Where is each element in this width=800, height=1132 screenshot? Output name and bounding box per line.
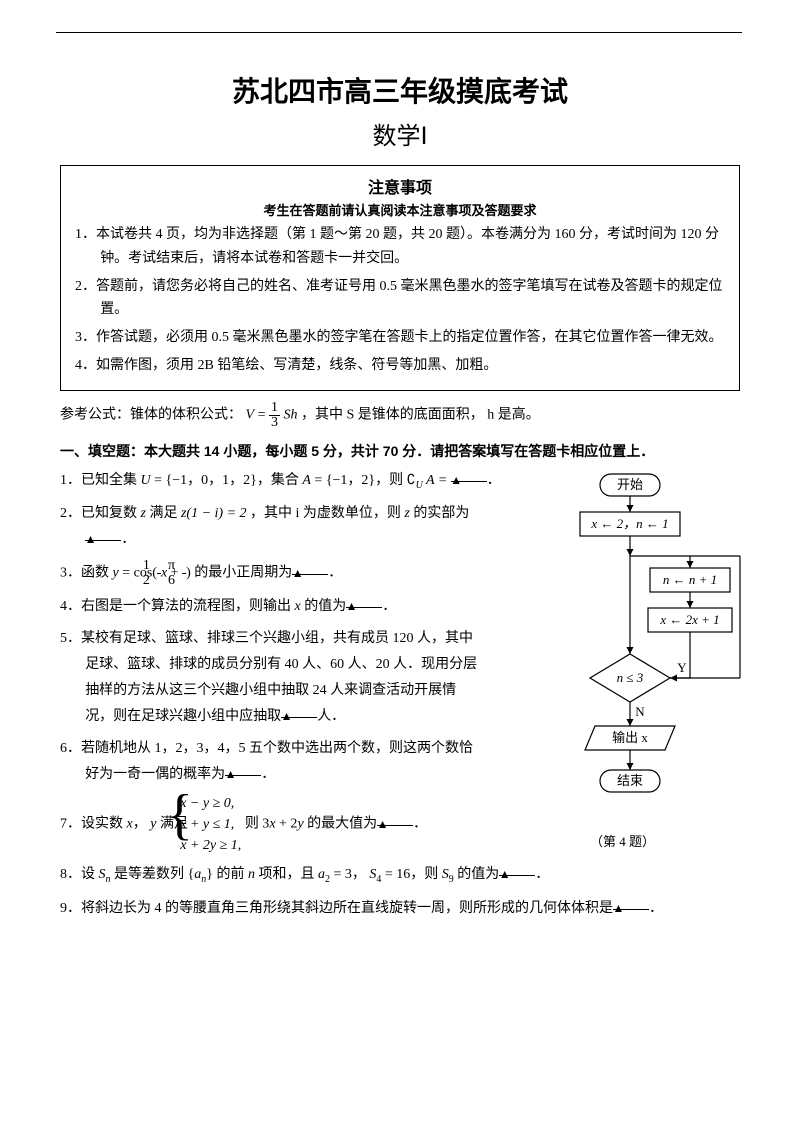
q6-blank: [225, 762, 261, 776]
fc-cond: n ≤ 3: [617, 670, 644, 685]
q4-blank: [346, 594, 382, 608]
flowchart-svg: 开始 x ← 2，n ← 1 n ← n + 1 x ← 2x + 1: [540, 468, 750, 838]
q8-g: 的值为: [454, 867, 500, 882]
q7-blank: [377, 812, 413, 826]
q1-e: ．: [487, 473, 501, 488]
brace-icon: {: [191, 787, 193, 843]
q2-b: 满足: [146, 506, 181, 521]
fc-init: x ← 2，n ← 1: [590, 516, 668, 531]
title-main: 苏北四市高三年级摸底考试: [60, 70, 740, 110]
q3: 3．函数 y = cos(12x + π6) 的最小正周期为．: [60, 559, 480, 588]
content-wrap: 1．已知全集 U = {−1，0，1，2}，集合 A = {−1，2}，则 ∁U…: [60, 468, 740, 922]
q2-c: z(1 − i) = 2: [181, 506, 247, 521]
q4: 4．右图是一个算法的流程图，则输出 x 的值为 ．: [60, 594, 480, 620]
q2-d: ，其中 i 为虚数单位，则: [247, 506, 405, 521]
q3-b: = cos(: [119, 566, 157, 581]
q8-e: = 3，: [330, 867, 369, 882]
fc-start: 开始: [617, 477, 643, 492]
q5: 5．某校有足球、篮球、排球三个兴趣小组，共有成员 120 人，其中足球、篮球、排…: [60, 626, 480, 730]
q4-c: ．: [382, 599, 396, 614]
frac-den: 3: [269, 416, 280, 430]
notice-item-3: 3．作答试题，必须用 0.5 毫米黑色墨水的签字笔在答题卡上的指定位置作答，在其…: [75, 326, 725, 350]
q7-system: { x − y ≥ 0, x + y ≤ 1, x + 2y ≥ 1,: [191, 793, 241, 856]
notice-item-4: 4．如需作图，须用 2B 铅笔绘、写清楚，线条、符号等加黑、加粗。: [75, 354, 725, 378]
q8-c: } 的前: [206, 867, 248, 882]
title-sub: 数学Ⅰ: [60, 116, 740, 151]
q7-d: 则 3: [245, 817, 270, 832]
q1-U: U: [141, 473, 151, 488]
formula-frac: 1 3: [269, 401, 280, 430]
q8-h: ．: [535, 867, 549, 882]
formula-Sh: Sh: [283, 408, 297, 423]
q1-a: 1．已知全集: [60, 473, 141, 488]
q8-n3: n: [248, 867, 255, 882]
q3-a: 3．函数: [60, 566, 113, 581]
q8-S9: S: [442, 867, 449, 882]
notice-item-1: 1．本试卷共 4 页，均为非选择题（第 1 题～第 20 题，共 20 题）。本…: [75, 223, 725, 271]
q5-text: 5．某校有足球、篮球、排球三个兴趣小组，共有成员 120 人，其中足球、篮球、排…: [60, 631, 477, 724]
formula-line: 参考公式：锥体的体积公式： V = 1 3 Sh ，其中 S 是锥体的底面面积，…: [60, 401, 740, 430]
q2-e: 的实部为: [410, 506, 470, 521]
fc-yes: Y: [677, 660, 687, 675]
q5-blank: [281, 704, 317, 718]
fc-end: 结束: [617, 773, 643, 788]
q1-sub: U: [416, 480, 423, 491]
q2-a: 2．已知复数: [60, 506, 141, 521]
q2-blank: [85, 527, 121, 541]
q1-d: A =: [423, 473, 451, 488]
q1-A: A: [302, 473, 311, 488]
fc-no: N: [635, 704, 645, 719]
notice-heading: 注意事项: [75, 174, 725, 198]
q7-g: ．: [413, 817, 427, 832]
q8-f: = 16，则: [381, 867, 441, 882]
q9-blank: [613, 896, 649, 910]
q4-b: 的值为: [304, 599, 346, 614]
q8-b: 是等差数列 {: [111, 867, 195, 882]
fc-step2: x ← 2x + 1: [659, 612, 719, 627]
q4-x: x: [295, 599, 305, 614]
q9: 9．将斜边长为 4 的等腰直角三角形绕其斜边所在直线旋转一周，则所形成的几何体体…: [60, 896, 740, 922]
q1-blank: [451, 468, 487, 482]
q1-b: = {−1，0，1，2}，集合: [151, 473, 303, 488]
section-title: 一、填空题：本大题共 14 小题，每小题 5 分，共计 70 分．请把答案填写在…: [60, 440, 740, 462]
q6: 6．若随机地从 1，2，3，4，5 五个数中选出两个数，则这两个数恰好为一奇一偶…: [60, 736, 480, 788]
q7-r1: x − y ≥ 0,: [205, 793, 241, 814]
flowchart: 开始 x ← 2，n ← 1 n ← n + 1 x ← 2x + 1: [540, 468, 750, 848]
q2-f: ．: [121, 532, 135, 547]
notice-box: 注意事项 考生在答题前请认真阅读本注意事项及答题要求 1．本试卷共 4 页，均为…: [60, 165, 740, 391]
fc-caption: （第 4 题）: [590, 831, 655, 850]
q7-f: 的最大值为: [304, 817, 378, 832]
q9-text: 9．将斜边长为 4 的等腰直角三角形绕其斜边所在直线旋转一周，则所形成的几何体体…: [60, 901, 613, 916]
formula-prefix: 参考公式：锥体的体积公式：: [60, 408, 242, 423]
q9-b: ．: [649, 901, 663, 916]
q8-a2: a: [318, 867, 325, 882]
formula-eq: =: [258, 408, 269, 423]
q4-a: 4．右图是一个算法的流程图，则输出: [60, 599, 295, 614]
q8-blank: [499, 862, 535, 876]
formula-V: V: [246, 408, 255, 423]
q7-a: 7．设实数: [60, 817, 127, 832]
q6-b: ．: [261, 767, 275, 782]
q5-b: 人．: [317, 709, 345, 724]
fc-step1: n ← n + 1: [663, 572, 717, 587]
q2: 2．已知复数 z 满足 z(1 − i) = 2 ，其中 i 为虚数单位，则 z…: [60, 501, 480, 553]
frac-num: 1: [269, 401, 280, 416]
notice-item-2: 2．答题前，请您务必将自己的姓名、准考证号用 0.5 毫米黑色墨水的签字笔填写在…: [75, 275, 725, 323]
q7-e: + 2: [276, 817, 298, 832]
q3-blank: [292, 561, 328, 575]
q3-d: ．: [328, 566, 342, 581]
q1-c: = {−1，2}，则 ∁: [311, 473, 416, 488]
q7-r3: x + 2y ≥ 1,: [205, 835, 241, 856]
q8: 8．设 Sn 是等差数列 {an} 的前 n 项和，且 a2 = 3， S4 =…: [60, 862, 740, 889]
q8-d: 项和，且: [255, 867, 318, 882]
fc-out: 输出 x: [612, 730, 648, 745]
q3-c: ) 的最小正周期为: [186, 566, 292, 581]
formula-suffix: ，其中 S 是锥体的底面面积， h 是高。: [301, 408, 540, 423]
q8-S: S: [99, 867, 106, 882]
page-top-rule: [56, 32, 742, 33]
notice-subheading: 考生在答题前请认真阅读本注意事项及答题要求: [75, 200, 725, 219]
q7-r2: x + y ≤ 1,: [205, 814, 241, 835]
q8-a: 8．设: [60, 867, 99, 882]
q7-b: ，: [133, 817, 151, 832]
